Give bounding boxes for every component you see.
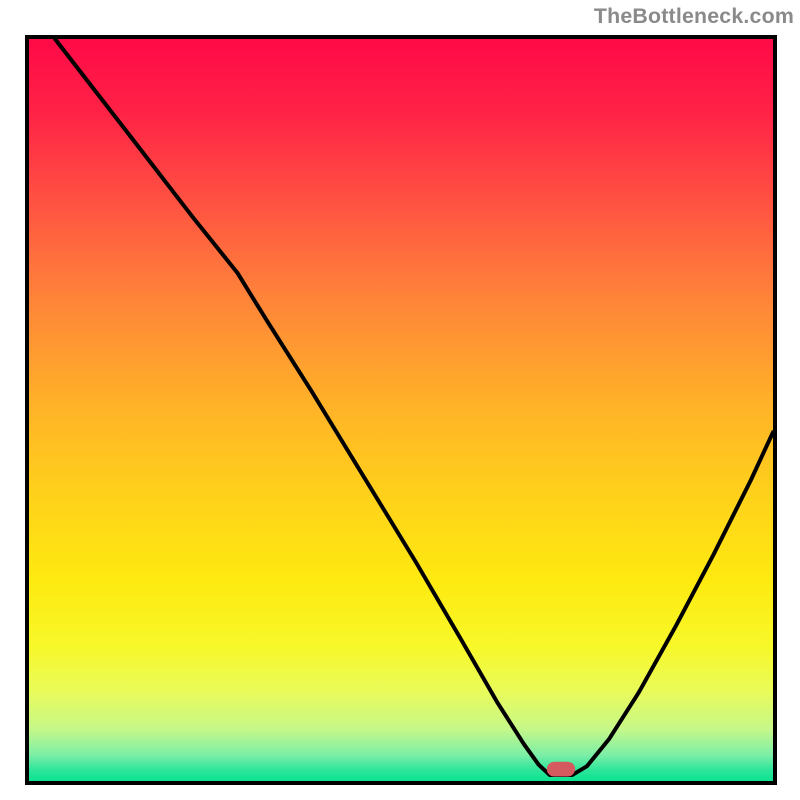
minimum-marker — [547, 762, 575, 777]
watermark-text: TheBottleneck.com — [594, 4, 794, 29]
plot-area — [25, 35, 777, 785]
stage: TheBottleneck.com — [0, 0, 800, 800]
chart-svg — [25, 35, 777, 785]
